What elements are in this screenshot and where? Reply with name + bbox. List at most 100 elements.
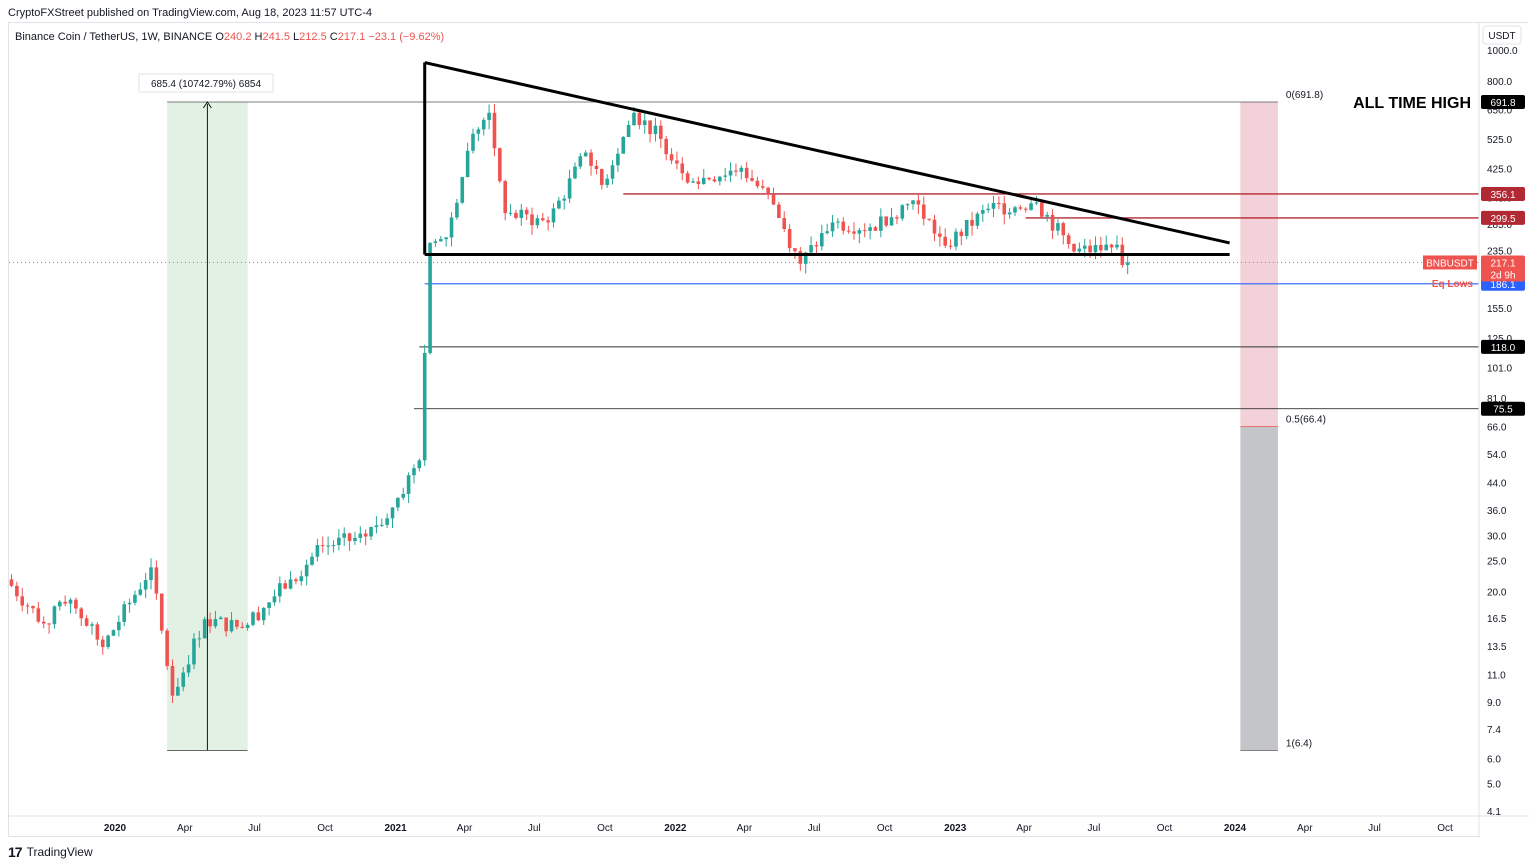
x-tick-label: 2023 <box>944 823 967 834</box>
candle <box>567 169 572 203</box>
candle <box>1007 208 1012 219</box>
candle <box>100 635 105 655</box>
y-tick-label: 125.0 <box>1487 334 1512 345</box>
candle-body <box>1115 244 1119 248</box>
candle <box>621 136 626 154</box>
candle-body <box>803 252 808 264</box>
candle <box>143 572 148 599</box>
candle-body <box>471 133 475 151</box>
candle-body <box>1007 212 1012 215</box>
symbol-legend: Binance Coin / TetherUS, 1W, BINANCE O24… <box>15 31 444 43</box>
candle-body <box>95 624 100 640</box>
candle-body <box>997 202 1001 204</box>
candle <box>385 513 389 528</box>
price-label: 118.0 <box>1491 343 1516 354</box>
candle-body <box>519 209 524 218</box>
candle-body <box>63 601 67 604</box>
candle <box>798 247 803 271</box>
candle <box>36 601 41 624</box>
candle-body <box>664 138 668 155</box>
candle <box>283 579 287 590</box>
candle-body <box>1034 202 1039 204</box>
candle-body <box>202 619 207 639</box>
candle <box>433 238 438 247</box>
candle-body <box>777 204 781 219</box>
tradingview-logo-icon: 17 <box>8 844 23 860</box>
candle-body <box>1072 243 1076 252</box>
candle-body <box>133 594 137 603</box>
candle <box>889 207 894 226</box>
chart-frame[interactable]: 685.4 (10742.79%) 6854 0(691.8) 0.5(66.4) 1… <box>8 22 1529 838</box>
candle-body <box>224 617 228 632</box>
y-tick-label: 16.5 <box>1487 614 1507 625</box>
candle-body <box>626 125 631 137</box>
y-tick-label: 7.4 <box>1487 725 1501 736</box>
candle <box>186 655 191 678</box>
candle-body <box>798 251 803 264</box>
candle <box>975 211 980 230</box>
candle-body <box>218 617 223 620</box>
price-label: 75.5 <box>1493 405 1513 416</box>
candle <box>460 176 465 204</box>
price-label-box <box>1481 401 1525 416</box>
candle <box>653 117 658 142</box>
y-tick-label: 5.0 <box>1487 780 1501 791</box>
candle-body <box>476 129 481 134</box>
candle <box>1018 204 1023 211</box>
candle-body <box>127 602 132 605</box>
candle <box>948 239 953 250</box>
candle <box>159 593 164 634</box>
candle <box>744 162 749 183</box>
candle-body <box>385 518 389 525</box>
x-tick-label: Apr <box>177 823 193 834</box>
candle-body <box>428 242 432 354</box>
candle <box>267 602 271 616</box>
currency-badge <box>1482 25 1522 45</box>
x-tick-label: 2021 <box>384 823 407 834</box>
candle <box>68 598 73 614</box>
candle-body <box>793 248 797 252</box>
candle <box>723 167 728 182</box>
candle-body <box>680 163 685 174</box>
x-tick-label: Apr <box>1016 823 1032 834</box>
candle <box>938 226 942 247</box>
candle-body <box>1088 245 1092 253</box>
candle-body <box>170 665 175 696</box>
candle-body <box>814 245 819 247</box>
price-axis-bg <box>1479 23 1529 838</box>
candle <box>256 606 261 622</box>
candle-body <box>9 579 14 586</box>
candle <box>476 127 481 142</box>
candle-body <box>1061 223 1066 236</box>
candle <box>347 532 352 551</box>
candle-body <box>551 208 556 223</box>
candle-body <box>675 160 679 164</box>
candle-body <box>1099 245 1103 251</box>
candle <box>1072 243 1076 253</box>
price-chart[interactable]: 685.4 (10742.79%) 6854 0(691.8) 0.5(66.4) 1… <box>9 23 1529 838</box>
candle <box>25 602 30 614</box>
candle-body <box>433 241 438 243</box>
y-tick-label: 650.0 <box>1487 106 1512 117</box>
candle-body <box>1077 248 1082 252</box>
candle <box>111 629 116 637</box>
candle <box>599 168 604 190</box>
fib-1-label: 1(6.4) <box>1286 738 1312 749</box>
candle <box>503 179 507 221</box>
candle-body <box>245 624 250 628</box>
candle-body <box>278 583 282 597</box>
eq-lows-label: Eq Lows <box>1432 279 1474 290</box>
y-tick-label: 235.0 <box>1487 246 1512 257</box>
candle-body <box>873 227 878 231</box>
candle-body <box>117 621 121 631</box>
current-price-box <box>1481 255 1525 282</box>
candle <box>873 225 878 231</box>
candle <box>412 464 416 484</box>
candle <box>331 540 336 553</box>
candle-body <box>868 227 872 231</box>
candle <box>680 157 685 181</box>
current-price-label: 217.1 <box>1490 258 1515 269</box>
candle-body <box>669 154 674 161</box>
candle <box>294 577 298 585</box>
candle-body <box>1056 223 1060 231</box>
